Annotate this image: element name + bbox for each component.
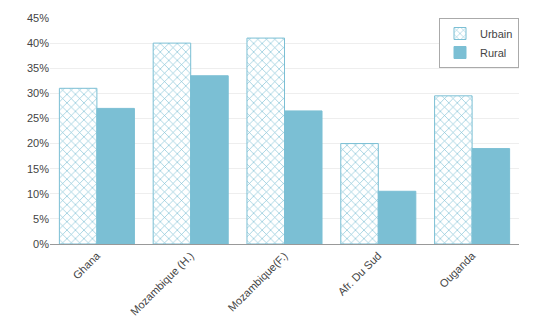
svg-text:10%: 10%	[27, 188, 49, 200]
svg-text:40%: 40%	[27, 37, 49, 49]
svg-text:45%: 45%	[27, 12, 49, 24]
svg-text:Urbain: Urbain	[480, 28, 512, 40]
svg-text:5%: 5%	[33, 213, 49, 225]
svg-text:30%: 30%	[27, 87, 49, 99]
svg-text:25%: 25%	[27, 112, 49, 124]
svg-text:Mozambique(F.): Mozambique(F.)	[226, 250, 290, 314]
svg-text:Rural: Rural	[480, 47, 506, 59]
svg-text:Mozambique (H.): Mozambique (H.)	[128, 250, 196, 318]
svg-text:35%: 35%	[27, 62, 49, 74]
svg-text:20%: 20%	[27, 137, 49, 149]
svg-text:0%: 0%	[33, 238, 49, 250]
svg-text:15%: 15%	[27, 163, 49, 175]
svg-text:Afr. Du Sud: Afr. Du Sud	[335, 250, 383, 298]
svg-text:Ghana: Ghana	[70, 249, 102, 281]
svg-text:Ouganda: Ouganda	[437, 249, 478, 290]
